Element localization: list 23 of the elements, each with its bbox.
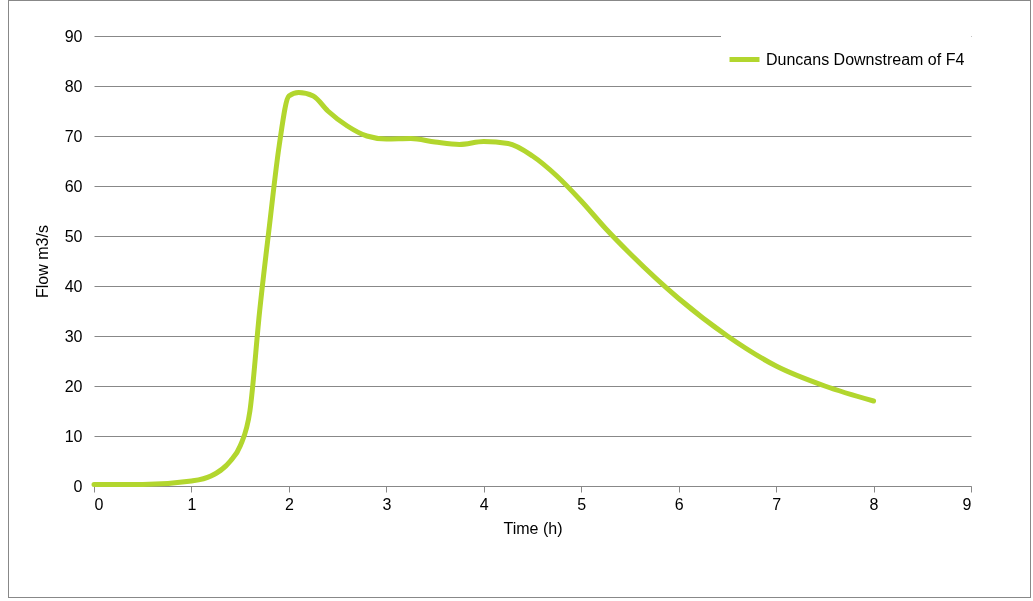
y-tick-label: 30: [64, 327, 83, 345]
y-tick-label: 10: [64, 427, 83, 445]
x-tick-label: 1: [187, 495, 197, 513]
y-tick-label: 60: [64, 177, 83, 195]
x-axis-title: Time (h): [503, 519, 563, 537]
x-tick-label: 9: [962, 495, 972, 513]
y-tick-label: 0: [73, 477, 83, 495]
legend-label: Duncans Downstream of F4: [766, 50, 965, 68]
y-tick-label: 70: [64, 127, 83, 145]
x-tick-label: 2: [284, 495, 294, 513]
x-tick-label: 7: [772, 495, 782, 513]
y-axis-title: Flow m3/s: [33, 225, 51, 298]
x-tick-label: 3: [382, 495, 392, 513]
x-tick-label: 0: [94, 495, 104, 513]
x-tick-label: 6: [674, 495, 684, 513]
y-tick-label: 40: [64, 277, 83, 295]
y-tick-label: 20: [64, 377, 83, 395]
y-tick-label: 50: [64, 227, 83, 245]
y-tick-label: 80: [64, 77, 83, 95]
x-tick-label: 4: [479, 495, 489, 513]
x-tick-label: 5: [577, 495, 587, 513]
y-tick-label: 90: [64, 27, 83, 45]
x-tick-label: 8: [869, 495, 879, 513]
